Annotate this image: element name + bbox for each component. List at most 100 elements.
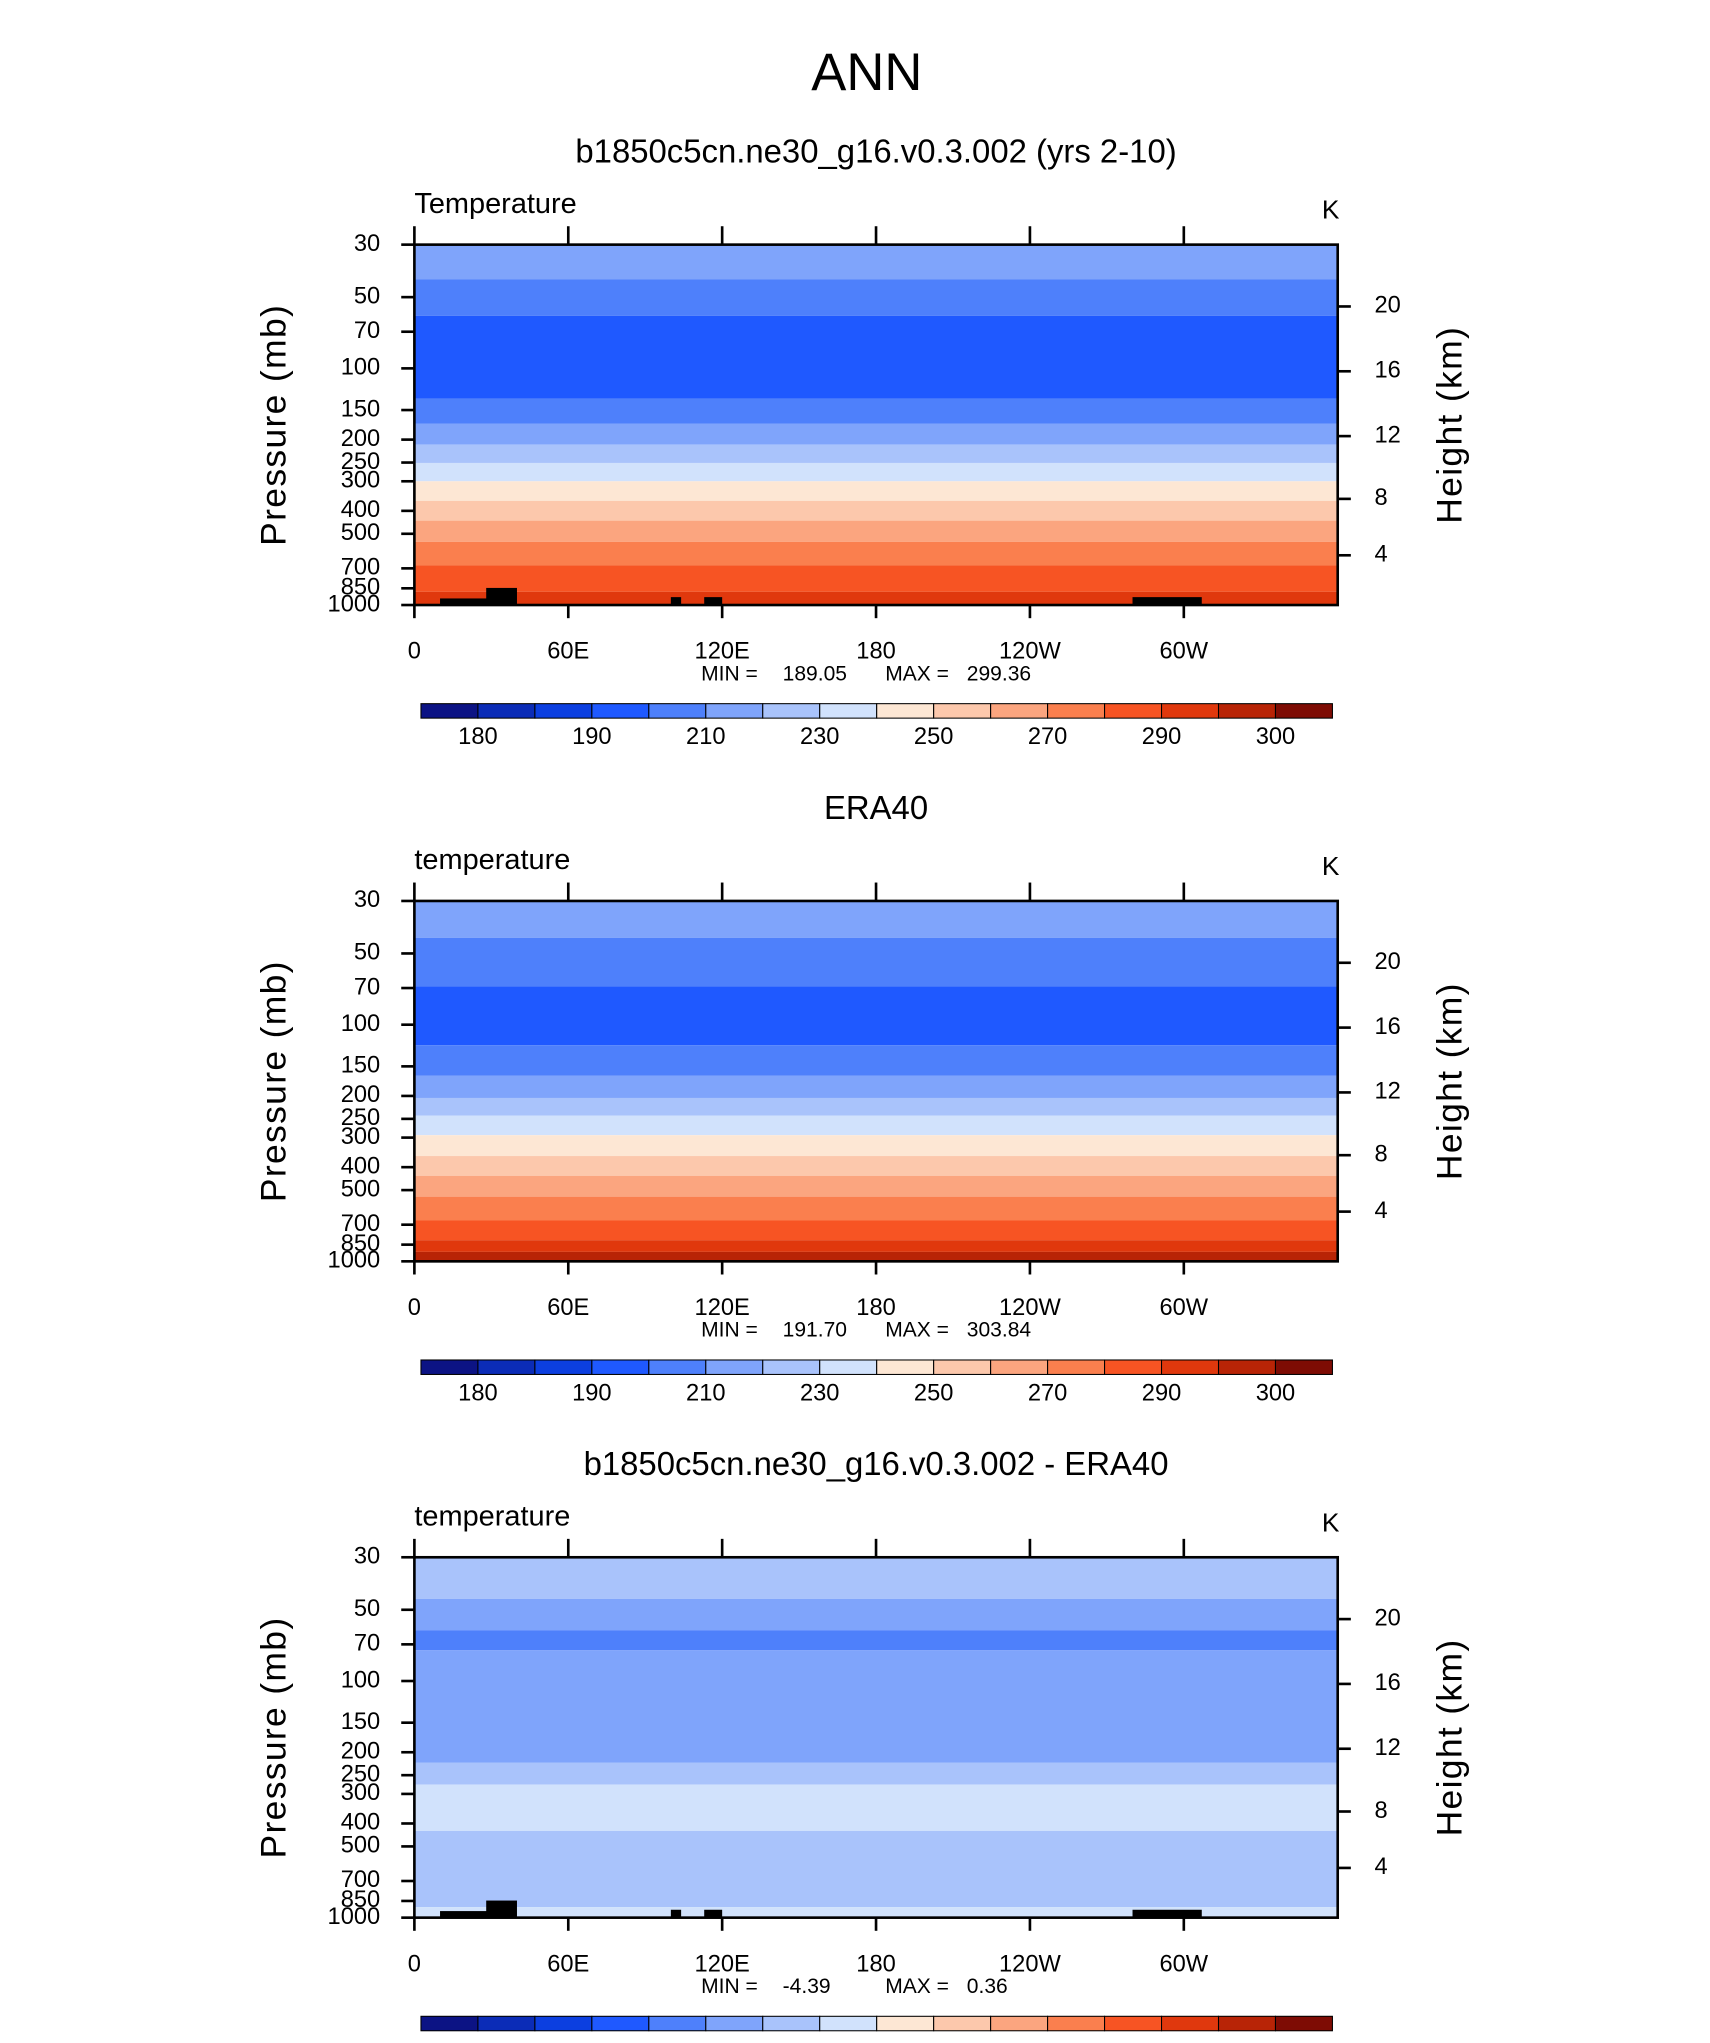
colorbar-label: 300: [1256, 1380, 1295, 1406]
colorbar-box: [1274, 1359, 1333, 1375]
y2-tick-label: 8: [1375, 1141, 1388, 1167]
y-tick-label: 1000: [328, 591, 381, 617]
contour-band: [414, 1220, 1338, 1241]
stat-value: 303.84: [967, 1319, 1032, 1342]
colorbar-box: [1217, 2015, 1276, 2032]
y2-tick-label: 16: [1375, 358, 1401, 384]
y-tick-label: 700: [341, 1211, 380, 1237]
colorbar-box: [819, 703, 878, 719]
colorbar-box: [648, 1359, 707, 1375]
units-label: K: [1322, 195, 1340, 225]
colorbar-box: [591, 703, 650, 719]
x-tick-label: 0: [408, 639, 421, 665]
colorbar-box: [1104, 1359, 1163, 1375]
colorbar-box: [762, 1359, 821, 1375]
y-axis-label: Pressure (mb): [254, 1616, 294, 1858]
colorbar-box: [477, 703, 536, 719]
y2-tick-label: 4: [1375, 1198, 1388, 1224]
colorbar-label: 180: [458, 1380, 497, 1406]
stat-value: 0.36: [967, 1975, 1008, 1998]
contour-band: [414, 1830, 1338, 1908]
y-tick-label: 700: [341, 555, 380, 581]
y-axis-label: Pressure (mb): [254, 960, 294, 1202]
topography: [670, 1909, 682, 1918]
colorbar-box: [819, 1359, 878, 1375]
y-tick-label: 150: [341, 1053, 380, 1079]
contour-band: [414, 1784, 1338, 1831]
stat-value: 189.05: [783, 662, 847, 685]
y2-tick-label: 8: [1375, 1798, 1388, 1824]
colorbar-label: 250: [914, 724, 953, 750]
y-tick-label: 50: [354, 940, 380, 966]
contour-band: [414, 541, 1338, 566]
topography: [440, 1911, 510, 1918]
y-tick-label: 100: [341, 355, 380, 381]
y2-tick-label: 4: [1375, 1854, 1388, 1880]
y-tick-label: 250: [341, 1105, 380, 1131]
topography: [704, 597, 723, 606]
colorbar-box: [420, 1359, 479, 1375]
panel-title: ERA40: [824, 789, 928, 826]
contour-band: [414, 1598, 1338, 1631]
colorbar-box: [534, 1359, 593, 1375]
stat-name: MIN =: [701, 1319, 758, 1342]
colorbar-box: [1274, 703, 1333, 719]
colorbar-box: [990, 703, 1049, 719]
contour-band: [414, 1557, 1338, 1599]
y2-tick-label: 8: [1375, 485, 1388, 511]
contour-band: [414, 500, 1338, 521]
x-tick-label: 180: [856, 1295, 895, 1321]
y-tick-label: 400: [341, 1810, 380, 1836]
y2-tick-label: 20: [1375, 1605, 1401, 1631]
panel: b1850c5cn.ne30_g16.v0.3.002 - ERA40 tempe…: [254, 1445, 1470, 2043]
colorbar-box: [1104, 703, 1163, 719]
colorbar-box: [876, 1359, 935, 1375]
y2-tick-label: 20: [1375, 949, 1401, 975]
y-tick-label: 300: [341, 1780, 380, 1806]
y-tick-label: 30: [354, 1544, 380, 1570]
colorbar-box: [1047, 2015, 1106, 2032]
contour-band: [414, 244, 1338, 280]
y-tick-label: 300: [341, 1124, 380, 1150]
colorbar-box: [1161, 1359, 1220, 1375]
stat-name: MIN =: [701, 1975, 758, 1998]
y2-tick-label: 20: [1375, 293, 1401, 319]
colorbar-box: [1161, 703, 1220, 719]
stat-value: -4.39: [783, 1975, 831, 1998]
x-tick-label: 180: [856, 1951, 895, 1977]
x-tick-label: 120W: [999, 1951, 1061, 1977]
colorbar-box: [648, 2015, 707, 2032]
colorbar-box: [1217, 1359, 1276, 1375]
x-tick-label: 120W: [999, 639, 1061, 665]
y-tick-label: 250: [341, 1761, 380, 1787]
y-tick-label: 1000: [328, 1904, 381, 1930]
panel-title: b1850c5cn.ne30_g16.v0.3.002 (yrs 2-10): [575, 133, 1176, 170]
y2-tick-label: 16: [1375, 1670, 1401, 1696]
topography: [440, 598, 510, 606]
colorbar-box: [534, 2015, 593, 2032]
colorbar-box: [420, 2015, 479, 2032]
y-tick-label: 200: [341, 1082, 380, 1108]
topography: [1132, 597, 1202, 606]
y-tick-label: 150: [341, 1709, 380, 1735]
x-tick-label: 60E: [547, 1295, 589, 1321]
y-tick-label: 70: [354, 318, 380, 344]
colorbar-box: [876, 2015, 935, 2032]
x-tick-label: 60W: [1159, 1951, 1208, 1977]
topography: [704, 1909, 723, 1918]
contour-band: [414, 1115, 1338, 1136]
y-tick-label: 200: [341, 426, 380, 452]
colorbar-label: 230: [800, 724, 839, 750]
colorbar-box: [648, 703, 707, 719]
contour-band: [414, 1075, 1338, 1098]
colorbar-box: [933, 2015, 992, 2032]
colorbar-box: [990, 1359, 1049, 1375]
colorbar-box: [1104, 2015, 1163, 2032]
y-tick-label: 500: [341, 520, 380, 546]
y-tick-label: 400: [341, 497, 380, 523]
colorbar-label: 230: [800, 1380, 839, 1406]
colorbar-box: [591, 1359, 650, 1375]
x-tick-label: 0: [408, 1951, 421, 1977]
colorbar-box: [477, 1359, 536, 1375]
